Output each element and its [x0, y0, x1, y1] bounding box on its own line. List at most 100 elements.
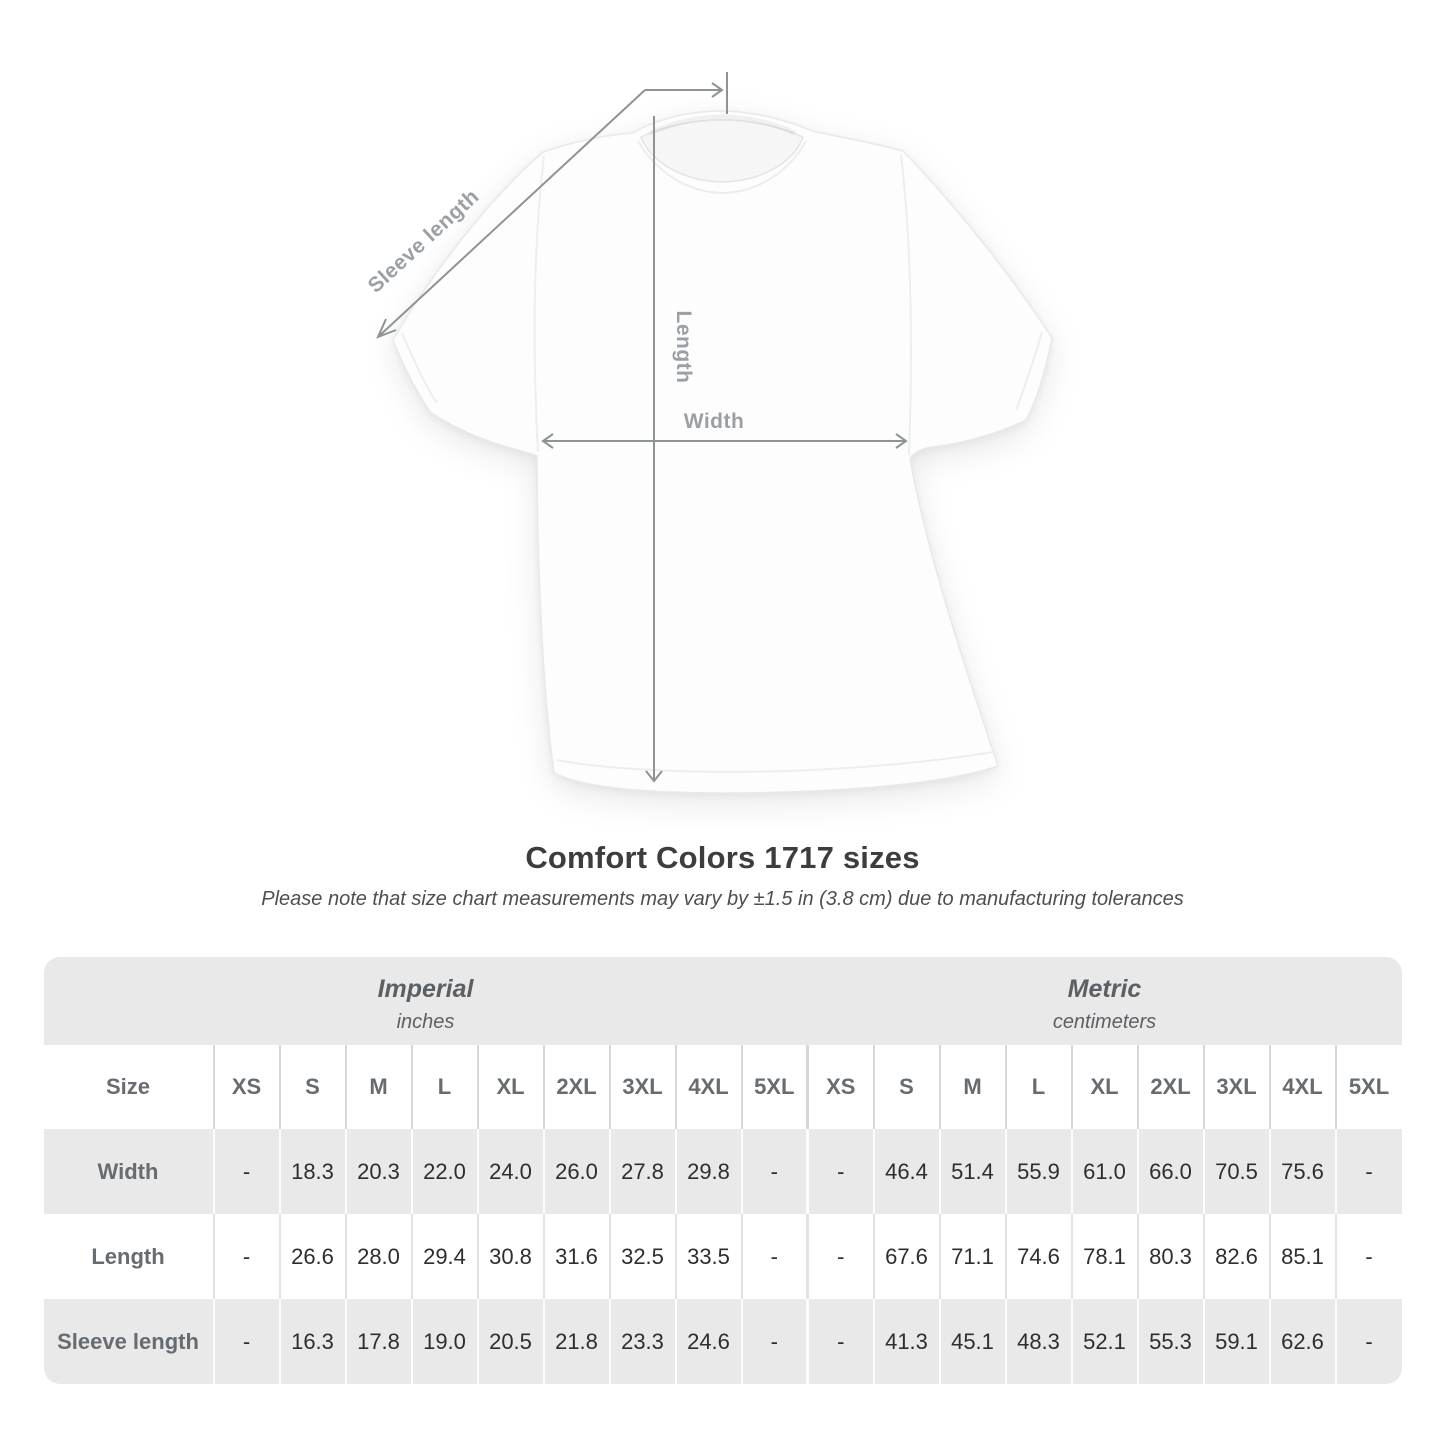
size-column-header: S: [278, 1045, 346, 1129]
size-column-header: 2XL: [1136, 1045, 1204, 1129]
cell: 22.0: [410, 1129, 478, 1214]
cell: 18.3: [278, 1129, 346, 1214]
cell: -: [1334, 1214, 1402, 1299]
cell: 20.5: [476, 1299, 544, 1384]
row-label: Width: [43, 1129, 214, 1214]
table-row-sleeve-length: Sleeve length - 16.3 17.8 19.0 20.5 21.8…: [43, 1299, 1402, 1384]
table-row-length: Length - 26.6 28.0 29.4 30.8 31.6 32.5 3…: [43, 1214, 1402, 1299]
cell: 45.1: [938, 1299, 1006, 1384]
metric-unit-label: centimeters: [1052, 1010, 1157, 1033]
cell: 71.1: [938, 1214, 1006, 1299]
cell: 16.3: [278, 1299, 346, 1384]
size-corner-header: Size: [43, 1045, 214, 1129]
tshirt-measurement-diagram: Sleeve length Length Width: [364, 72, 1053, 794]
size-column-header: 5XL: [1334, 1045, 1402, 1129]
length-arrowhead: [645, 770, 663, 783]
size-column-header: 3XL: [1202, 1045, 1270, 1129]
cell: 61.0: [1070, 1129, 1138, 1214]
cell: 20.3: [344, 1129, 412, 1214]
table-row-width: Width - 18.3 20.3 22.0 24.0 26.0 27.8 29…: [43, 1129, 1402, 1214]
size-column-header: L: [1004, 1045, 1072, 1129]
cell: -: [806, 1299, 874, 1384]
cell: 24.6: [674, 1299, 742, 1384]
cell: 41.3: [872, 1299, 940, 1384]
unit-band-row: Imperial inches Metric centimeters: [43, 957, 1402, 1045]
measurement-arrows: [376, 72, 908, 783]
size-column-header: 5XL: [740, 1045, 808, 1129]
size-column-header: 2XL: [542, 1045, 610, 1129]
tshirt-shape: [392, 110, 1053, 794]
cell: 59.1: [1202, 1299, 1270, 1384]
cell: 23.3: [608, 1299, 676, 1384]
cell: -: [740, 1129, 808, 1214]
size-column-header: L: [410, 1045, 478, 1129]
cell: 67.6: [872, 1214, 940, 1299]
cell: 78.1: [1070, 1214, 1138, 1299]
metric-label: Metric: [1067, 974, 1142, 1003]
sleeve-top-arrowhead: [711, 82, 724, 98]
size-table: Imperial inches Metric centimeters Size …: [43, 957, 1402, 1384]
width-arrowhead-right: [895, 433, 908, 449]
length-label: Length: [672, 311, 695, 384]
size-column-header: XL: [1070, 1045, 1138, 1129]
cell: -: [740, 1214, 808, 1299]
cell: 74.6: [1004, 1214, 1072, 1299]
cell: -: [806, 1214, 874, 1299]
cell: 80.3: [1136, 1214, 1204, 1299]
imperial-group-header: Imperial inches: [43, 957, 808, 1045]
cell: -: [212, 1299, 280, 1384]
page-title: Comfort Colors 1717 sizes: [525, 840, 920, 875]
cell: 82.6: [1202, 1214, 1270, 1299]
cell: 48.3: [1004, 1299, 1072, 1384]
cell: 32.5: [608, 1214, 676, 1299]
size-column-header: 4XL: [1268, 1045, 1336, 1129]
page-subtitle: Please note that size chart measurements…: [261, 888, 1184, 910]
size-column-header: S: [872, 1045, 940, 1129]
cell: 24.0: [476, 1129, 544, 1214]
cell: 62.6: [1268, 1299, 1336, 1384]
size-column-header: XS: [212, 1045, 280, 1129]
cell: 55.9: [1004, 1129, 1072, 1214]
cell: 17.8: [344, 1299, 412, 1384]
size-column-header: XS: [806, 1045, 874, 1129]
cell: 55.3: [1136, 1299, 1204, 1384]
cell: -: [1334, 1129, 1402, 1214]
cell: 26.6: [278, 1214, 346, 1299]
cell: 19.0: [410, 1299, 478, 1384]
cell: 27.8: [608, 1129, 676, 1214]
size-header-row: Size XS S M L XL 2XL 3XL 4XL 5XL XS S M …: [43, 1045, 1402, 1129]
seam-lines: [401, 154, 1043, 773]
cell: -: [740, 1299, 808, 1384]
size-column-header: 3XL: [608, 1045, 676, 1129]
cell: 66.0: [1136, 1129, 1204, 1214]
cell: -: [212, 1129, 280, 1214]
cell: -: [806, 1129, 874, 1214]
size-column-header: 4XL: [674, 1045, 742, 1129]
cell: 52.1: [1070, 1299, 1138, 1384]
sleeve-length-line: [377, 89, 646, 338]
row-label: Length: [43, 1214, 214, 1299]
cell: 26.0: [542, 1129, 610, 1214]
cell: 29.8: [674, 1129, 742, 1214]
cell: 28.0: [344, 1214, 412, 1299]
cell: -: [212, 1214, 280, 1299]
tshirt-illustration: Sleeve length Length Width: [364, 72, 1053, 794]
metric-group-header: Metric centimeters: [807, 957, 1402, 1045]
cell: 30.8: [476, 1214, 544, 1299]
cell: 31.6: [542, 1214, 610, 1299]
row-label: Sleeve length: [43, 1299, 214, 1384]
collar: [637, 114, 807, 195]
imperial-unit-label: inches: [396, 1010, 455, 1033]
cell: 21.8: [542, 1299, 610, 1384]
cell: 46.4: [872, 1129, 940, 1214]
cell: 51.4: [938, 1129, 1006, 1214]
imperial-label: Imperial: [377, 974, 474, 1003]
size-column-header: M: [344, 1045, 412, 1129]
cell: 85.1: [1268, 1214, 1336, 1299]
cell: -: [1334, 1299, 1402, 1384]
size-column-header: XL: [476, 1045, 544, 1129]
width-label: Width: [684, 410, 745, 433]
cell: 70.5: [1202, 1129, 1270, 1214]
width-arrowhead-left: [541, 433, 554, 449]
cell: 75.6: [1268, 1129, 1336, 1214]
